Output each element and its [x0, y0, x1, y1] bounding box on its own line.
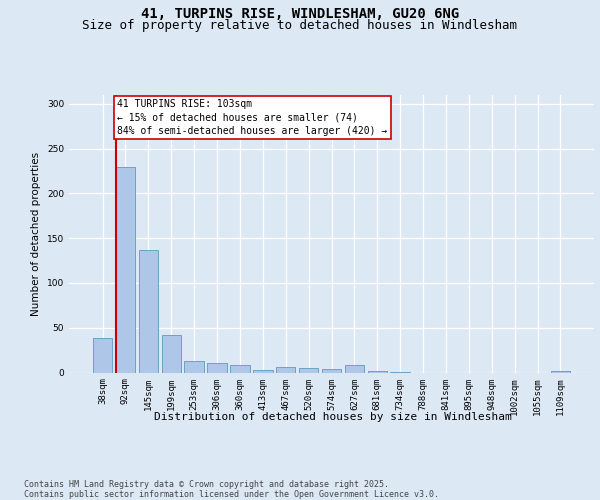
Bar	[139, 250, 158, 372]
Bar	[184, 361, 204, 372]
Bar	[161, 335, 181, 372]
Text: 41, TURPINS RISE, WINDLESHAM, GU20 6NG: 41, TURPINS RISE, WINDLESHAM, GU20 6NG	[141, 8, 459, 22]
Bar	[299, 368, 319, 372]
Bar	[116, 166, 135, 372]
Bar	[551, 370, 570, 372]
Bar	[276, 367, 295, 372]
Bar	[253, 370, 272, 372]
Text: 41 TURPINS RISE: 103sqm
← 15% of detached houses are smaller (74)
84% of semi-de: 41 TURPINS RISE: 103sqm ← 15% of detache…	[118, 100, 388, 136]
Text: Size of property relative to detached houses in Windlesham: Size of property relative to detached ho…	[83, 19, 517, 32]
Text: Contains HM Land Registry data © Crown copyright and database right 2025.
Contai: Contains HM Land Registry data © Crown c…	[24, 480, 439, 499]
Bar	[93, 338, 112, 372]
Bar	[368, 370, 387, 372]
Bar	[344, 366, 364, 372]
Bar	[322, 369, 341, 372]
Bar	[230, 366, 250, 372]
Bar	[208, 362, 227, 372]
Text: Distribution of detached houses by size in Windlesham: Distribution of detached houses by size …	[154, 412, 512, 422]
Y-axis label: Number of detached properties: Number of detached properties	[31, 152, 41, 316]
